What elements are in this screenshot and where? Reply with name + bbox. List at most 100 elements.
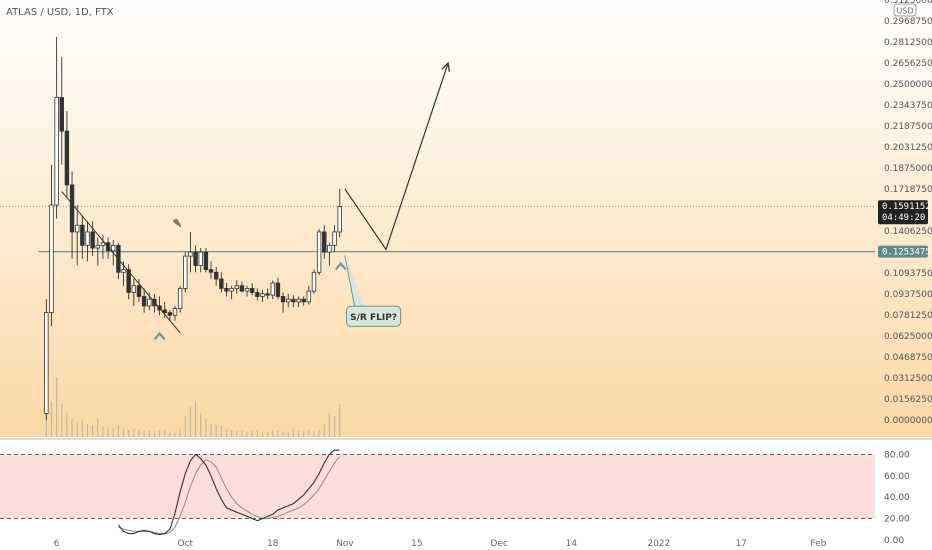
candle: [311, 269, 317, 294]
sr-level-tag: [878, 245, 928, 258]
candle-body: [126, 269, 131, 293]
volume-bar: [107, 427, 109, 437]
volume-bar: [158, 431, 161, 437]
stoch-rsi-lines: [0, 449, 875, 536]
candle: [322, 225, 327, 259]
bar-countdown: 04:49:20: [882, 213, 925, 223]
volume-bar: [56, 377, 58, 437]
volume-bar: [339, 404, 341, 437]
candle-body: [188, 251, 193, 257]
rsi-tick-label: 40.00: [884, 493, 910, 503]
time-tick-label: 14: [566, 539, 578, 549]
candle-body: [270, 282, 275, 296]
candle-body: [44, 312, 49, 414]
main-pane-background: [0, 0, 932, 437]
time-tick-label: Feb: [810, 539, 826, 549]
candle-body: [280, 296, 286, 303]
volume-bar: [184, 416, 186, 437]
volume-bar: [102, 426, 104, 437]
candle: [69, 171, 75, 259]
candle-body: [311, 271, 317, 292]
candle: [280, 292, 286, 313]
candle: [239, 281, 245, 293]
volume-bar: [272, 431, 274, 437]
candle: [224, 283, 229, 297]
candle-body: [136, 285, 142, 297]
candle-body: [322, 231, 327, 253]
candle: [275, 277, 281, 300]
candle: [193, 245, 198, 273]
candle-body: [229, 288, 234, 292]
volume-bar: [148, 430, 150, 437]
projection-arrow[interactable]: [344, 64, 448, 251]
candle: [316, 229, 322, 275]
rsi-axis[interactable]: 80.00 60.00 40.00 20.00 0.00: [884, 450, 910, 546]
volume-bar: [71, 419, 73, 437]
callout-box[interactable]: [346, 305, 402, 327]
volume-bar: [112, 428, 114, 437]
candle-body: [332, 231, 337, 246]
descending-trendline[interactable]: [61, 191, 181, 334]
time-tick-label: Dec: [491, 539, 508, 549]
candle: [301, 296, 306, 306]
candle-body: [75, 224, 80, 233]
time-tick-label: Nov: [336, 539, 354, 549]
volume-bar: [122, 428, 125, 437]
volume-bar: [323, 423, 325, 437]
volume-bar: [81, 420, 83, 437]
candle-body: [291, 298, 296, 303]
volume-bar: [138, 429, 140, 437]
candle: [75, 205, 80, 266]
time-tick-label: 15: [411, 539, 422, 549]
candle: [141, 288, 147, 313]
volume-bar: [66, 413, 68, 437]
volume-bar: [313, 431, 315, 437]
candle: [286, 293, 291, 308]
candle-body: [327, 244, 332, 253]
candle-body: [100, 242, 106, 246]
volume-bar: [200, 413, 202, 437]
candle-body: [213, 271, 219, 280]
volume-bar: [297, 431, 300, 437]
candle-body: [167, 312, 173, 316]
candle: [244, 285, 250, 297]
candle: [337, 188, 342, 238]
current-price-value: 0.15911525: [882, 202, 932, 212]
currency-badge[interactable]: [893, 3, 917, 17]
candle-body: [224, 288, 229, 292]
candle: [177, 285, 183, 313]
time-axis[interactable]: 6 Oct 18 Nov 15 Dec 14 2022 17 Feb: [54, 539, 827, 549]
candle-body: [131, 285, 137, 293]
volume-bar: [251, 431, 253, 437]
candle-body: [265, 293, 270, 296]
volume-bars: [45, 377, 341, 437]
volume-bar: [97, 419, 99, 437]
candle: [250, 283, 255, 296]
candle-body: [193, 251, 198, 266]
candle: [85, 221, 90, 262]
candle-body: [337, 205, 342, 233]
candle: [219, 272, 224, 293]
sr-level-value: 0.12534750: [882, 248, 932, 258]
volume-bar: [277, 429, 279, 437]
candle: [255, 288, 260, 301]
candle: [208, 261, 214, 280]
candle: [95, 237, 100, 266]
candle-body: [296, 298, 301, 303]
flag-marker-icon: [172, 218, 182, 228]
candle-body: [301, 298, 306, 303]
